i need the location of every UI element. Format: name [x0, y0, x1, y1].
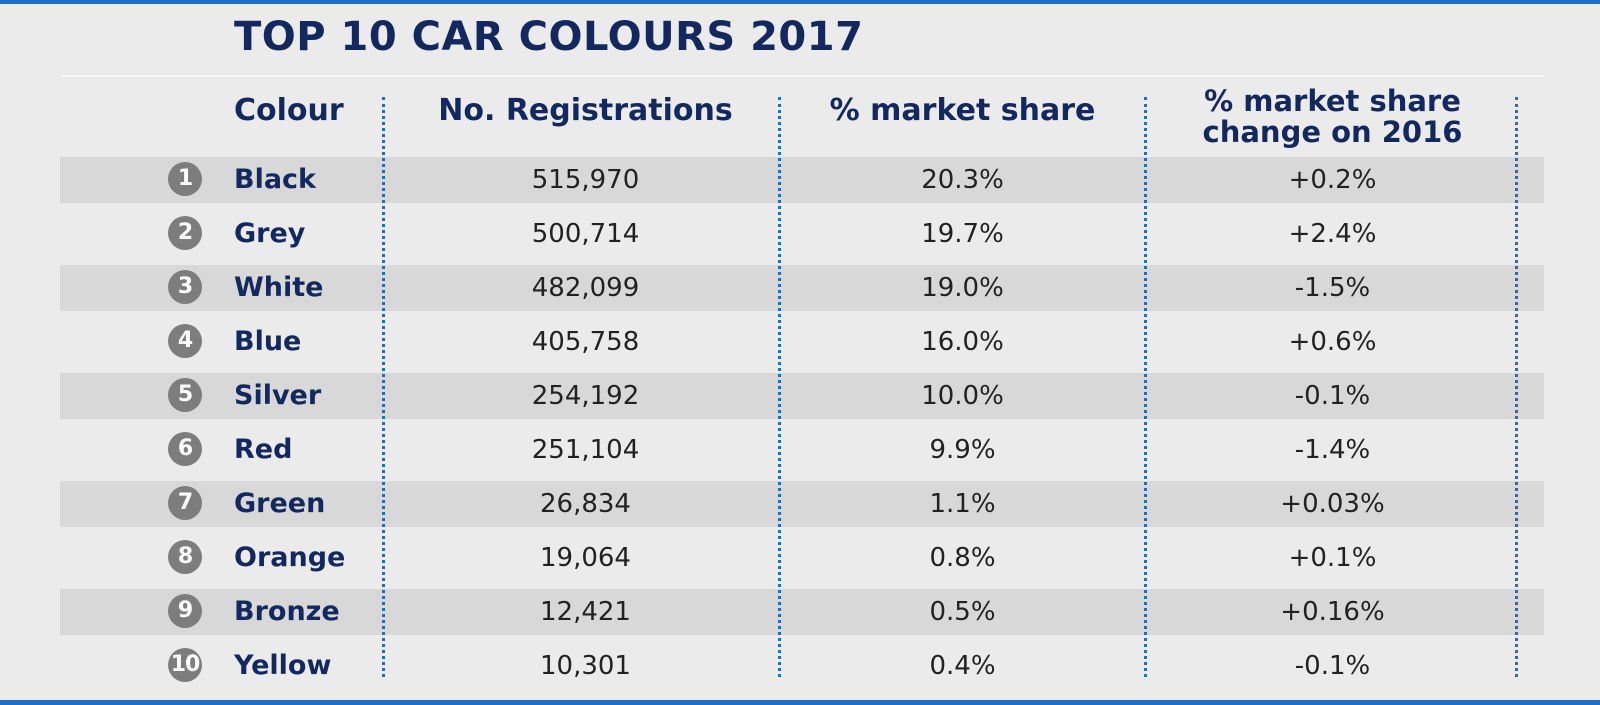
market-share-value: 1.1% — [929, 489, 996, 519]
share-change-value: +0.03% — [1280, 489, 1385, 519]
registrations-value: 500,714 — [531, 219, 640, 249]
colour-name: Yellow — [234, 650, 332, 681]
rank-badge: 6 — [168, 432, 202, 466]
market-share-value: 9.9% — [929, 435, 996, 465]
market-share-value: 0.4% — [929, 651, 996, 681]
share-change-value: +0.1% — [1288, 543, 1377, 573]
rank-badge: 10 — [168, 648, 202, 682]
registrations-value: 515,970 — [531, 165, 640, 195]
market-share-value: 0.8% — [929, 543, 996, 573]
share-change-value: +2.4% — [1288, 219, 1377, 249]
rank-badge: 1 — [168, 162, 202, 196]
market-share-value: 0.5% — [929, 597, 996, 627]
registrations-value: 12,421 — [540, 597, 631, 627]
colour-name: Orange — [234, 542, 346, 573]
market-share-value: 19.0% — [921, 273, 1004, 303]
colour-name: Red — [234, 434, 293, 465]
share-change-value: -0.1% — [1294, 381, 1371, 411]
table-row: 6 Red 251,104 9.9% -1.4% — [0, 423, 1600, 477]
market-share-value: 19.7% — [921, 219, 1004, 249]
table-row: 2 Grey 500,714 19.7% +2.4% — [0, 207, 1600, 261]
registrations-value: 19,064 — [540, 543, 631, 573]
row-stripe — [60, 157, 1544, 203]
table-row: 5 Silver 254,192 10.0% -0.1% — [0, 369, 1600, 423]
row-stripe — [60, 481, 1544, 527]
colour-name: Green — [234, 488, 326, 519]
column-divider — [778, 97, 781, 677]
row-stripe — [60, 265, 1544, 311]
colour-name: Black — [234, 164, 317, 195]
row-stripe — [60, 373, 1544, 419]
page-title: TOP 10 CAR COLOURS 2017 — [234, 14, 864, 60]
colour-name: Grey — [234, 218, 306, 249]
registrations-value: 10,301 — [540, 651, 631, 681]
column-divider — [382, 97, 385, 677]
rank-badge: 5 — [168, 378, 202, 412]
table-row: 1 Black 515,970 20.3% +0.2% — [0, 153, 1600, 207]
rank-badge: 3 — [168, 270, 202, 304]
share-change-value: +0.2% — [1288, 165, 1377, 195]
table-row: 8 Orange 19,064 0.8% +0.1% — [0, 531, 1600, 585]
share-change-value: +0.6% — [1288, 327, 1377, 357]
column-header-colour: Colour — [234, 93, 344, 128]
share-change-value: -0.1% — [1294, 651, 1371, 681]
column-divider — [1144, 97, 1147, 677]
top-accent-rule — [0, 0, 1600, 4]
registrations-value: 251,104 — [531, 435, 640, 465]
column-header-market-share: % market share — [829, 93, 1096, 128]
registrations-value: 482,099 — [531, 273, 640, 303]
table-row: 7 Green 26,834 1.1% +0.03% — [0, 477, 1600, 531]
share-change-value: -1.4% — [1294, 435, 1371, 465]
column-header-registrations: No. Registrations — [438, 93, 733, 128]
share-change-value: -1.5% — [1294, 273, 1371, 303]
market-share-value: 20.3% — [921, 165, 1004, 195]
title-divider — [62, 75, 1544, 77]
rank-badge: 4 — [168, 324, 202, 358]
rank-badge: 9 — [168, 594, 202, 628]
colour-name: Silver — [234, 380, 322, 411]
rank-badge: 8 — [168, 540, 202, 574]
rank-badge: 7 — [168, 486, 202, 520]
registrations-value: 254,192 — [531, 381, 640, 411]
row-stripe — [60, 589, 1544, 635]
table-row: 3 White 482,099 19.0% -1.5% — [0, 261, 1600, 315]
table-row: 4 Blue 405,758 16.0% +0.6% — [0, 315, 1600, 369]
colour-name: Bronze — [234, 596, 340, 627]
market-share-value: 16.0% — [921, 327, 1004, 357]
share-change-value: +0.16% — [1280, 597, 1385, 627]
table-row: 9 Bronze 12,421 0.5% +0.16% — [0, 585, 1600, 639]
rank-badge: 2 — [168, 216, 202, 250]
market-share-value: 10.0% — [921, 381, 1004, 411]
table-row: 10 Yellow 10,301 0.4% -0.1% — [0, 639, 1600, 693]
registrations-value: 26,834 — [540, 489, 631, 519]
column-divider — [1515, 97, 1518, 677]
column-header-share-change: % market share change on 2016 — [1202, 84, 1463, 149]
registrations-value: 405,758 — [531, 327, 640, 357]
colour-name: Blue — [234, 326, 302, 357]
bottom-accent-rule — [0, 700, 1600, 705]
colour-name: White — [234, 272, 324, 303]
